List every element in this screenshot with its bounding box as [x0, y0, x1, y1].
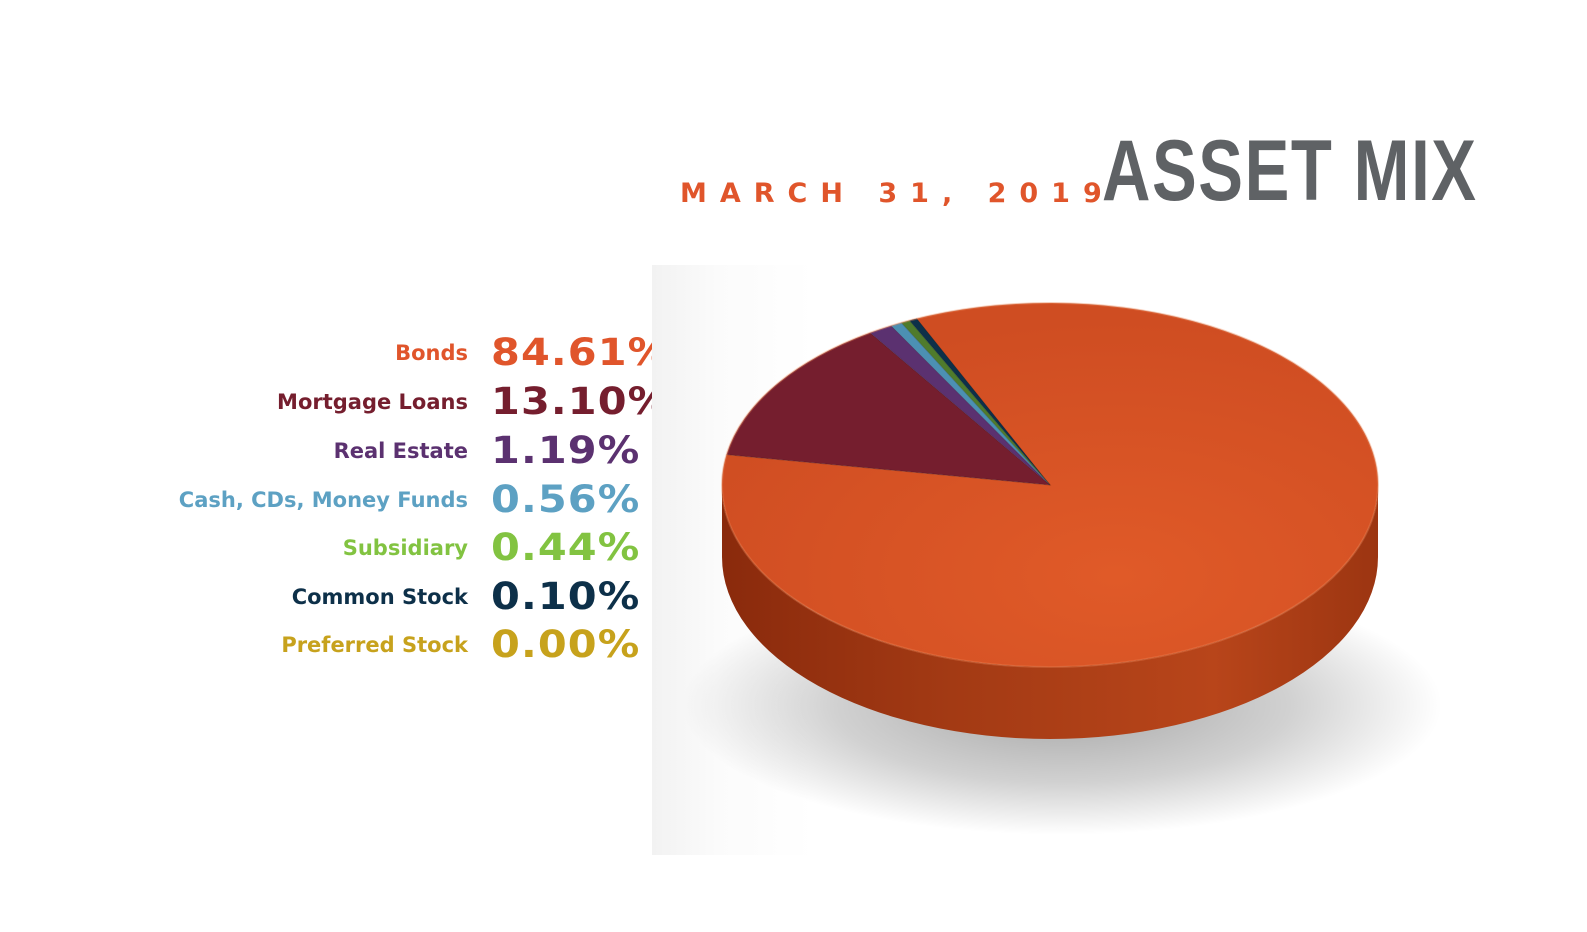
- pie-slices: [721, 302, 1379, 668]
- chart-panel: [652, 265, 1462, 855]
- legend-label: Bonds: [395, 341, 468, 365]
- legend-label: Cash, CDs, Money Funds: [178, 488, 468, 512]
- legend-label: Subsidiary: [342, 536, 468, 560]
- legend-item-mortgage-loans: Mortgage Loans 13.10%: [0, 380, 700, 428]
- pie-rim: [721, 302, 1379, 668]
- legend-item-bonds: Bonds 84.61%: [0, 331, 700, 379]
- pie-slice-bonds: [721, 302, 1379, 668]
- legend-value: 0.10%: [491, 575, 641, 618]
- legend-item-subsidiary: Subsidiary 0.44%: [0, 526, 700, 574]
- legend-item-real-estate: Real Estate 1.19%: [0, 429, 700, 477]
- pie-side: [722, 485, 1378, 739]
- legend-item-preferred-stock: Preferred Stock 0.00%: [0, 623, 700, 671]
- legend-label: Preferred Stock: [281, 633, 468, 657]
- legend-item-common-stock: Common Stock 0.10%: [0, 575, 700, 623]
- legend-value: 13.10%: [491, 380, 671, 423]
- legend-label: Common Stock: [291, 585, 468, 609]
- pie-slice-real-estate: [869, 325, 1051, 486]
- pie-chart: [682, 302, 1442, 835]
- legend-label: Real Estate: [333, 439, 468, 463]
- pie-slice-subsidiary: [900, 319, 1051, 486]
- legend-value: 0.00%: [491, 623, 641, 666]
- pie-slice-mortgage-loans: [725, 332, 1052, 486]
- chart-date: MARCH 31, 2019: [680, 178, 1115, 209]
- legend-label: Mortgage Loans: [277, 390, 468, 414]
- legend-value: 1.19%: [491, 429, 641, 472]
- legend-value: 0.44%: [491, 526, 641, 569]
- pie-side-wall: [722, 485, 1378, 739]
- pie-slice-common-stock: [908, 318, 1051, 486]
- pie-slice-cash-cds-money-funds: [890, 322, 1051, 486]
- legend-value: 0.56%: [491, 478, 641, 521]
- legend-item-cash: Cash, CDs, Money Funds 0.56%: [0, 478, 700, 526]
- legend-value: 84.61%: [491, 331, 671, 374]
- chart-title: ASSET MIX: [1102, 123, 1478, 219]
